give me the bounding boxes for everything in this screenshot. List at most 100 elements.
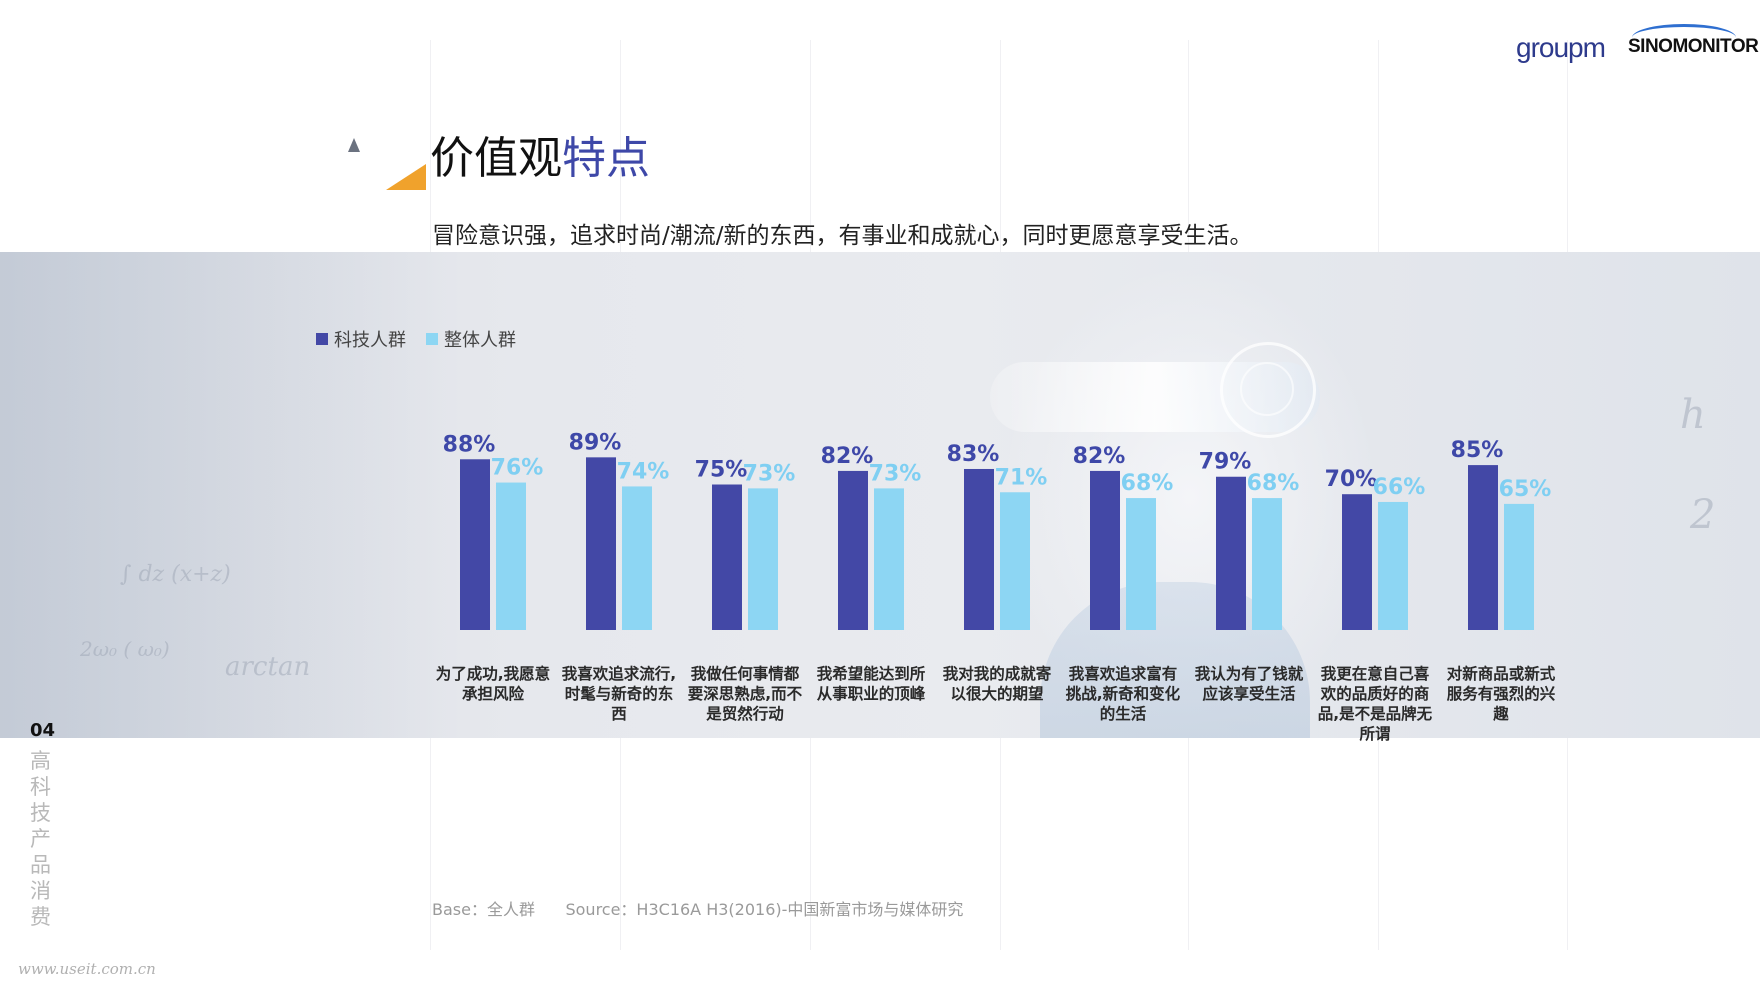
bar-overall-7 [1378,501,1408,630]
bar-tech-3 [838,470,868,630]
orange-wedge-decoration-icon [386,164,426,190]
category-label-line: 我对我的成就寄 [942,665,1052,683]
value-label-overall-8: 65% [1499,477,1552,502]
category-label-line: 我喜欢追求流行, [561,665,677,683]
hud-ring-inner-image [1240,362,1294,416]
value-label-overall-4: 71% [995,465,1048,490]
source-note: Base：全人群 Source：H3C16A H3(2016)-中国新富市场与媒… [432,900,964,919]
category-label-line: 趣 [1493,705,1509,723]
bar-overall-4 [1000,492,1030,630]
category-label-line: 挑战,新奇和变化 [1065,685,1181,703]
bar-overall-3 [874,488,904,630]
bar-overall-8 [1504,503,1534,630]
category-label-line: 我希望能达到所 [816,665,926,683]
value-label-tech-5: 82% [1073,444,1126,469]
value-label-tech-3: 82% [821,444,874,469]
math-watermark: ∫ dz (x+z) [120,562,231,587]
legend-item-tech: 科技人群 [316,326,406,352]
bar-tech-0 [460,459,490,630]
category-label-line: 所谓 [1359,725,1391,743]
page-title: 价值观特点 [430,130,650,188]
category-label-line: 我更在意自己喜 [1320,665,1430,683]
category-label-line: 要深思熟虑,而不 [687,685,803,703]
category-label-line: 欢的品质好的商 [1320,685,1430,703]
category-label-2: 我做任何事情都 要深思熟虑,而不 是贸然行动 [682,664,808,724]
category-label-line: 是贸然行动 [706,705,784,723]
page-number: 04 [30,720,56,741]
bar-overall-0 [496,482,526,630]
value-label-tech-7: 70% [1325,467,1378,492]
value-label-tech-1: 89% [569,430,622,455]
category-label-5: 我喜欢追求富有 挑战,新奇和变化 的生活 [1060,664,1186,724]
category-label-4: 我对我的成就寄 以很大的期望 [934,664,1060,704]
value-label-tech-6: 79% [1199,450,1252,475]
category-label-line: 为了成功,我愿意 [435,665,551,683]
bar-tech-2 [712,484,742,630]
category-label-line: 服务有强烈的兴 [1446,685,1556,703]
math-watermark: 2 [1690,492,1716,538]
category-label-line: 以很大的期望 [950,685,1044,703]
triangle-decoration-icon [348,138,360,152]
category-label-1: 我喜欢追求流行, 时髦与新奇的东西 [556,664,682,724]
chart-legend: 科技人群 整体人群 [316,326,516,352]
value-label-tech-0: 88% [443,432,496,457]
bar-overall-2 [748,488,778,630]
bar-overall-6 [1252,498,1282,630]
value-label-overall-5: 68% [1121,471,1174,496]
page-subtitle: 冒险意识强，追求时尚/潮流/新的东西，有事业和成就心，同时更愿意享受生活。 [432,223,1253,249]
sinomonitor-logo-text: SINOMONITOR [1628,36,1759,57]
category-label-line: 对新商品或新式 [1446,665,1556,683]
bar-tech-8 [1468,465,1498,630]
legend-item-overall: 整体人群 [426,326,516,352]
value-label-overall-3: 73% [869,461,922,486]
category-label-7: 我更在意自己喜 欢的品质好的商 品,是不是品牌无 所谓 [1312,664,1438,744]
value-label-overall-7: 66% [1373,475,1426,500]
category-label-line: 我喜欢追求富有 [1068,665,1178,683]
math-watermark: h [1680,392,1706,438]
category-label-line: 我做任何事情都 [690,665,800,683]
section-label: 高科技产品消费 [30,749,51,929]
legend-swatch-tech [316,333,328,345]
legend-swatch-overall [426,333,438,345]
category-label-3: 我希望能达到所 从事职业的顶峰 [808,664,934,704]
category-label-line: 的生活 [1099,705,1147,723]
category-label-line: 品,是不是品牌无 [1317,705,1433,723]
bar-tech-5 [1090,470,1120,630]
category-label-line: 时髦与新奇的东 [564,685,674,703]
category-label-0: 为了成功,我愿意 承担风险 [430,664,556,704]
category-label-line: 西 [611,705,627,723]
groupm-logo: groupm [1516,32,1606,64]
category-label-6: 我认为有了钱就 应该享受生活 [1186,664,1312,704]
title-part1: 价值观 [430,133,562,184]
title-highlight: 特点 [562,133,650,184]
category-label-8: 对新商品或新式 服务有强烈的兴趣 [1438,664,1564,724]
site-watermark: www.useit.com.cn [18,960,156,978]
category-label-line: 应该享受生活 [1202,685,1296,703]
value-label-overall-2: 73% [743,461,796,486]
bar-tech-7 [1342,494,1372,630]
sinomonitor-logo-arc [1632,24,1736,51]
sinomonitor-logo: SINOMONITOR [1628,36,1759,58]
bar-tech-4 [964,468,994,630]
value-label-overall-1: 74% [617,459,670,484]
category-label-line: 承担风险 [461,685,524,703]
value-label-tech-2: 75% [695,458,748,483]
background-photo-band: arctan ∫ dz (x+z) 2ω₀ ( ω₀) h 2 [0,252,1760,738]
bar-tech-1 [586,457,616,630]
legend-label-overall: 整体人群 [444,330,516,351]
bar-overall-1 [622,486,652,630]
value-label-tech-8: 85% [1451,438,1504,463]
value-label-overall-0: 76% [491,456,544,481]
value-label-overall-6: 68% [1247,471,1300,496]
bar-tech-6 [1216,476,1246,630]
bar-overall-5 [1126,498,1156,630]
category-label-line: 我认为有了钱就 [1194,665,1304,683]
groupm-logo-text: groupm [1516,32,1606,63]
category-label-line: 从事职业的顶峰 [816,685,926,703]
math-watermark: 2ω₀ ( ω₀) [80,637,170,661]
math-background-image [0,252,460,738]
hud-ring-image [1220,342,1316,438]
math-watermark: arctan [225,652,311,682]
legend-label-tech: 科技人群 [334,330,406,351]
